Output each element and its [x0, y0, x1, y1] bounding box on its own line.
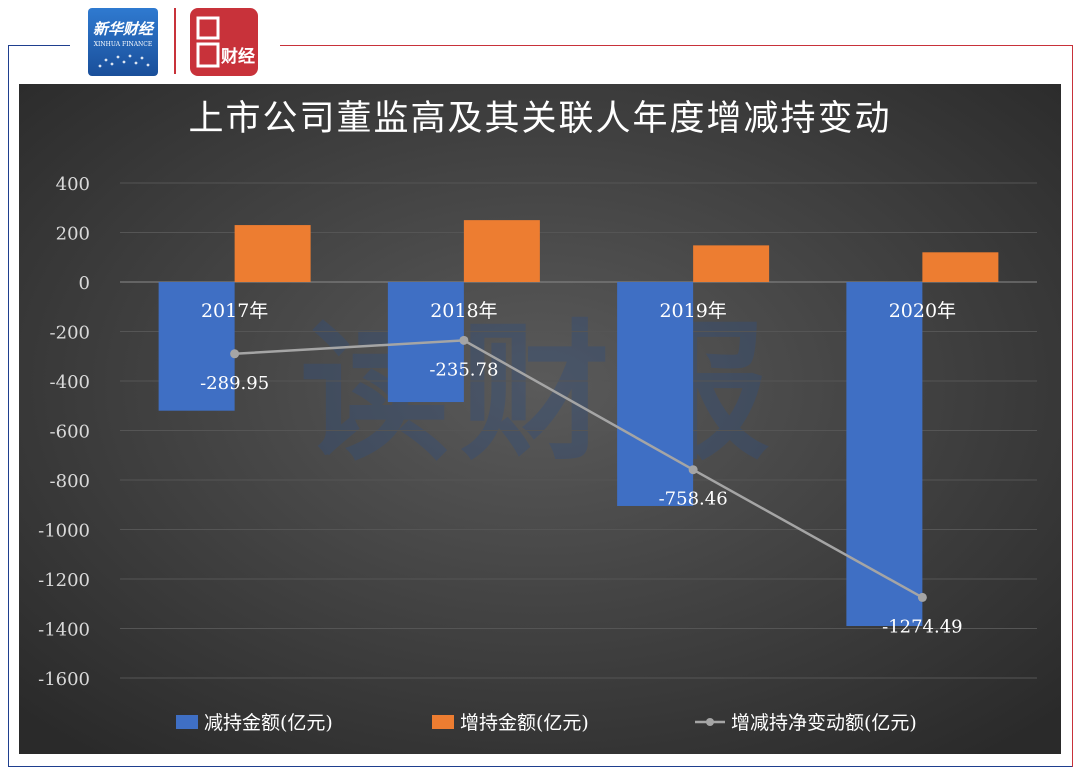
x-tick-label: 2018年 — [430, 300, 497, 322]
legend-swatch — [176, 715, 198, 729]
legend-label: 增减持净变动额(亿元) — [731, 712, 917, 734]
net-change-point — [459, 335, 469, 345]
x-tick-label: 2020年 — [889, 300, 956, 322]
legend-label: 增持金额(亿元) — [460, 712, 589, 734]
bar-increase — [463, 220, 540, 282]
second-logo-text: 财经 — [220, 46, 255, 67]
net-change-data-label: -1274.49 — [882, 616, 963, 637]
legend-label: 减持金额(亿元) — [204, 712, 333, 734]
x-tick-label: 2017年 — [201, 300, 268, 322]
net-change-data-label: -235.78 — [429, 359, 498, 380]
net-change-line-path — [234, 339, 923, 599]
bars — [158, 220, 999, 627]
y-tick-label: -1200 — [38, 570, 90, 591]
y-tick-label: -600 — [50, 422, 90, 443]
bar-reduction — [617, 282, 694, 506]
net-change-point — [230, 349, 240, 359]
y-axis: 400 200 0 -200 -400 -600 -800 -1000 -1200 -1400 -1… — [38, 174, 90, 690]
frame-line-left — [8, 45, 9, 767]
frame-line-right — [1072, 45, 1073, 767]
xinhua-finance-logo: 新华财经 XINHUA FINANCE — [88, 8, 158, 76]
bar-increase — [234, 225, 311, 282]
bar-increase — [693, 245, 770, 282]
xinhua-logo-subtext: XINHUA FINANCE — [94, 41, 153, 48]
legend-swatch — [432, 715, 454, 729]
frame-line-top-right — [280, 45, 1072, 46]
y-tick-label: 0 — [79, 273, 90, 294]
y-tick-label: -800 — [50, 471, 90, 492]
bar-reduction — [158, 282, 235, 411]
y-tick-label: -1000 — [38, 521, 90, 542]
y-tick-label: -1400 — [38, 620, 90, 641]
frame-line-top-left — [8, 45, 70, 46]
frame-line-bottom — [8, 766, 1072, 767]
legend-line-marker — [706, 718, 714, 726]
net-change-data-label: -758.46 — [659, 489, 728, 510]
bar-reduction — [846, 282, 923, 627]
net-change-data-label: -289.95 — [200, 373, 269, 394]
legend: 减持金额(亿元) 增持金额(亿元) 增减持净变动额(亿元) — [176, 712, 917, 734]
bar-increase — [922, 252, 999, 282]
y-tick-label: -1600 — [38, 669, 90, 690]
y-tick-label: 400 — [56, 174, 90, 195]
y-tick-label: -400 — [50, 372, 90, 393]
x-axis: 2017年 2018年 2019年 2020年 — [201, 300, 956, 322]
y-tick-label: -200 — [50, 323, 90, 344]
second-finance-logo: 财经 — [190, 8, 258, 76]
chart-title: 上市公司董监高及其关联人年度增减持变动 — [188, 99, 891, 139]
xinhua-logo-text: 新华财经 — [93, 20, 155, 38]
logo-divider — [174, 8, 176, 74]
net-change-point — [688, 465, 698, 475]
y-tick-label: 200 — [56, 224, 90, 245]
x-tick-label: 2019年 — [659, 300, 726, 322]
net-change-point — [917, 592, 927, 602]
net-change-line: -289.95 -235.78 -758.46 -1274.49 — [200, 335, 963, 637]
